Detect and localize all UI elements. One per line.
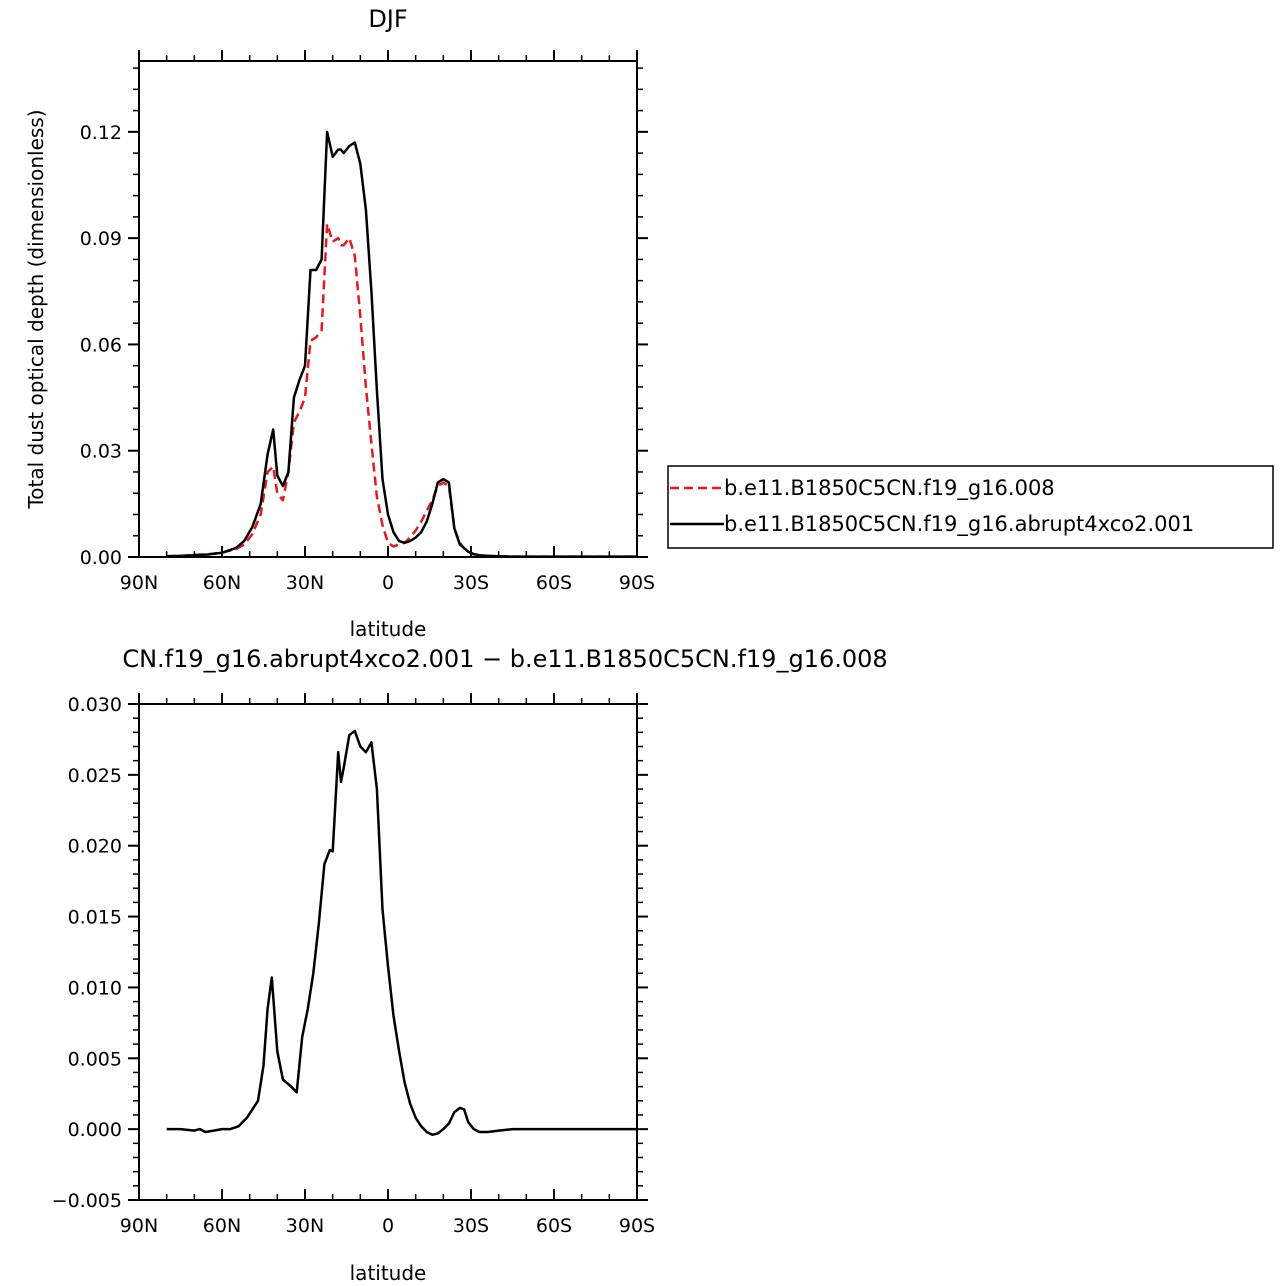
bottom-plot-series	[166, 729, 637, 1137]
bottom-plot-y-tick-label: 0.005	[68, 1048, 122, 1070]
bottom-plot-y-tick-label: 0.020	[68, 836, 122, 858]
bottom-plot-y-tick-label: 0.015	[68, 907, 122, 929]
top-plot-x-tick-label: 30N	[286, 572, 324, 594]
legend-label-abrupt4xco2: b.e11.B1850C5CN.f19_g16.abrupt4xco2.001	[724, 512, 1194, 537]
top-plot-x-tick-label: 90N	[120, 572, 158, 594]
bottom-plot-y-tick-label: 0.000	[68, 1119, 122, 1141]
top-plot-y-tick-label: 0.03	[80, 441, 122, 463]
top-plot-x-tick-label: 90S	[619, 572, 655, 594]
top-plot-x-axis-label: latitude	[350, 617, 427, 641]
bottom-plot-x-tick-label: 30N	[286, 1215, 324, 1237]
top-plot-y-tick-label: 0.06	[80, 334, 122, 356]
top-plot-series	[166, 130, 637, 558]
bottom-plot-x-tick-label: 0	[382, 1215, 394, 1237]
bottom-plot-ticks: 90N 60N 30N 0 30S 60S 90S −0.005 0.000 0.005 0.010…	[52, 693, 655, 1237]
top-plot: DJF 90N 60N 30N 0 30S 60S 90S 0.00 0.03 0.06 0.09 0…	[24, 5, 655, 641]
bottom-plot-x-tick-label: 30S	[453, 1215, 489, 1237]
top-plot-series-line-1	[166, 130, 637, 558]
bottom-plot-series-line-0	[166, 729, 637, 1137]
top-plot-y-tick-label: 0.00	[80, 547, 122, 569]
bottom-plot-x-axis-label: latitude	[350, 1261, 427, 1285]
top-plot-y-tick-label: 0.12	[80, 122, 122, 144]
top-plot-title: DJF	[368, 5, 407, 33]
bottom-plot-y-tick-label: 0.025	[68, 765, 122, 787]
legend: b.e11.B1850C5CN.f19_g16.008 b.e11.B1850C…	[667, 465, 1274, 549]
top-plot-x-tick-label: 30S	[453, 572, 489, 594]
bottom-plot-y-tick-label: 0.030	[68, 694, 122, 716]
bottom-plot-x-tick-label: 90S	[619, 1215, 655, 1237]
legend-box	[667, 465, 1274, 549]
bottom-plot-frame	[138, 703, 638, 1201]
bottom-plot-title: CN.f19_g16.abrupt4xco2.001 − b.e11.B1850…	[122, 645, 887, 673]
top-plot-x-tick-label: 60S	[536, 572, 572, 594]
bottom-plot-x-tick-label: 60S	[536, 1215, 572, 1237]
legend-label-control: b.e11.B1850C5CN.f19_g16.008	[724, 476, 1055, 501]
bottom-plot-x-tick-label: 90N	[120, 1215, 158, 1237]
top-plot-y-tick-label: 0.09	[80, 228, 122, 250]
bottom-plot: CN.f19_g16.abrupt4xco2.001 − b.e11.B1850…	[52, 645, 888, 1285]
top-plot-ticks: 90N 60N 30N 0 30S 60S 90S 0.00 0.03 0.06 0.09 0.12	[80, 50, 655, 594]
top-plot-frame	[138, 60, 638, 558]
bottom-plot-x-tick-label: 60N	[203, 1215, 241, 1237]
top-plot-x-tick-label: 0	[382, 572, 394, 594]
bottom-plot-y-tick-label: 0.010	[68, 977, 122, 999]
top-plot-x-tick-label: 60N	[203, 572, 241, 594]
top-plot-series-line-0	[166, 222, 637, 558]
top-plot-y-axis-label: Total dust optical depth (dimensionless)	[24, 109, 48, 509]
bottom-plot-y-tick-label: −0.005	[52, 1190, 122, 1212]
